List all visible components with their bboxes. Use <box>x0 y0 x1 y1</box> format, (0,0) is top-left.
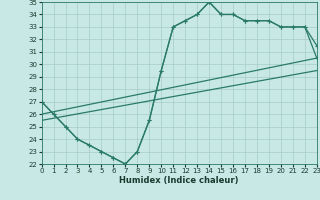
X-axis label: Humidex (Indice chaleur): Humidex (Indice chaleur) <box>119 176 239 185</box>
